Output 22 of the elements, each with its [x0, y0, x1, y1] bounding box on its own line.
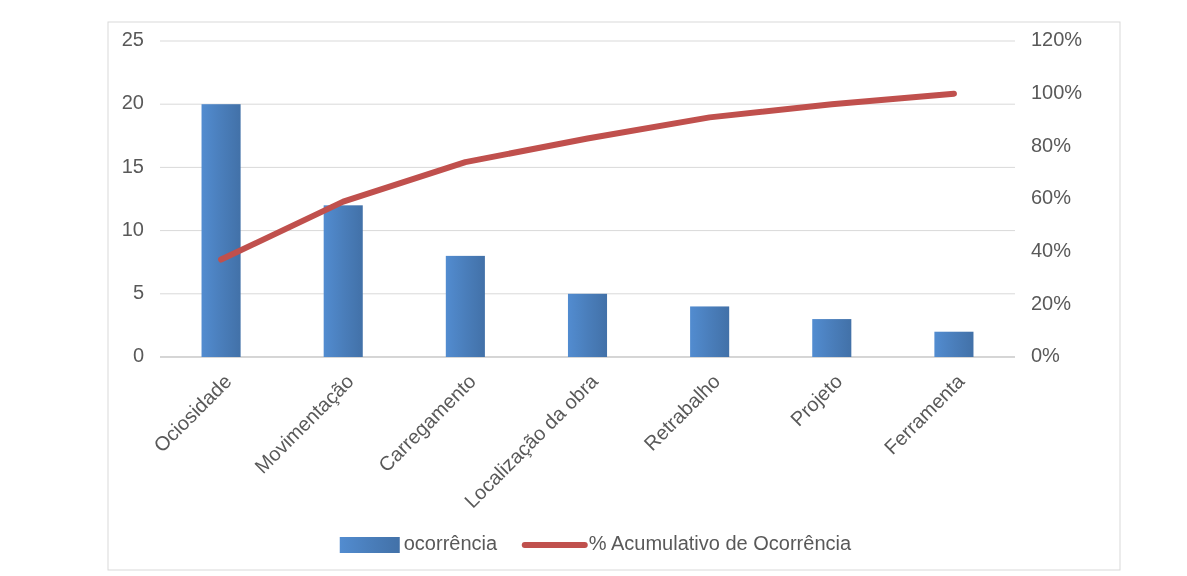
y2-tick-label: 100% [1031, 80, 1083, 103]
y2-tick-label: 0% [1031, 344, 1061, 367]
y-tick-label: 10 [121, 217, 144, 240]
y2-tick-label: 20% [1031, 291, 1072, 314]
bar [445, 255, 485, 357]
y2-tick-label: 60% [1031, 186, 1072, 209]
y-tick-label: 25 [121, 28, 144, 51]
y-tick-label: 20 [121, 91, 144, 114]
y-tick-label: 5 [132, 281, 144, 304]
legend-label: ocorrência [403, 532, 499, 555]
bar [812, 319, 852, 357]
bar [323, 205, 363, 357]
y-tick-label: 15 [121, 154, 144, 177]
y-tick-label: 0 [132, 344, 144, 367]
bar [934, 331, 974, 357]
y2-tick-label: 40% [1031, 238, 1072, 261]
legend-label: % Acumulativo de Ocorrência [588, 532, 852, 555]
y2-tick-label: 120% [1031, 28, 1083, 51]
bar [690, 306, 730, 357]
bar [201, 104, 241, 357]
bar [567, 293, 608, 357]
y2-tick-label: 80% [1031, 133, 1072, 156]
